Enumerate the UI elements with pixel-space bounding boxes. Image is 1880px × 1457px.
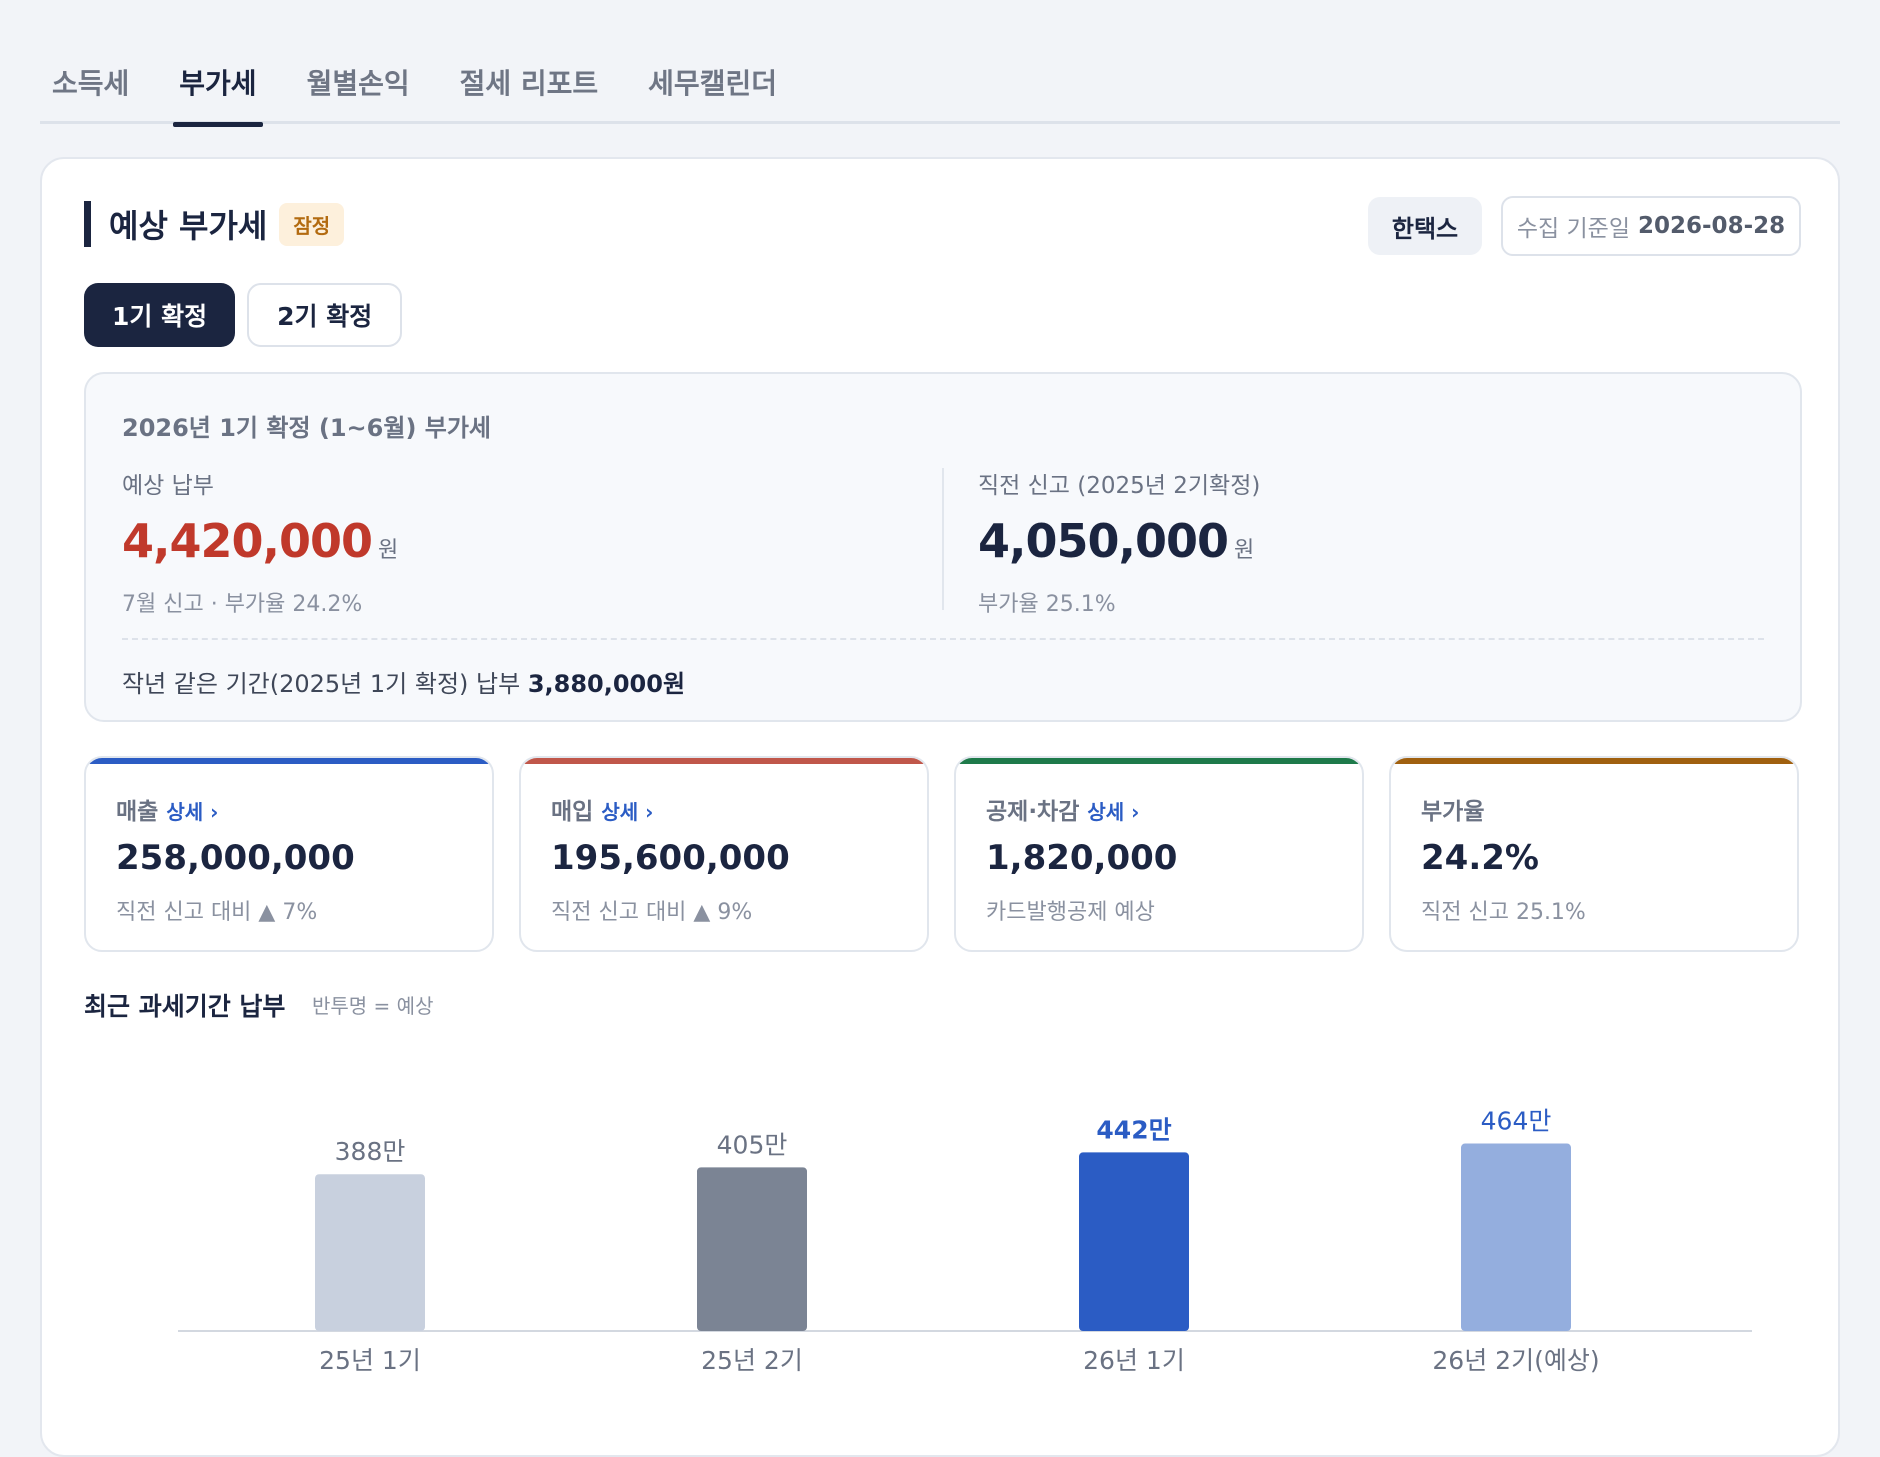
tab-bar: 소득세 부가세 월별손익 절세 리포트 세무캘린더	[40, 52, 1840, 127]
chart-title: 최근 과세기간 납부	[84, 992, 286, 1021]
tab-tax-calendar[interactable]: 세무캘린더	[648, 67, 777, 100]
metric-label: 부가율	[1421, 799, 1485, 825]
metric-accent	[86, 758, 492, 764]
tab-monthly-pnl[interactable]: 월별손익	[306, 67, 410, 100]
chart-category-label: 25년 1기	[319, 1346, 421, 1375]
base-date-label: 수집 기준일	[1516, 216, 1630, 242]
last-year-comparison: 작년 같은 기간(2025년 1기 확정) 납부 3,880,000원	[122, 664, 685, 699]
expected-amount: 4,420,000	[122, 514, 373, 568]
tab-income-tax[interactable]: 소득세	[52, 67, 130, 100]
previous-label: 직전 신고 (2025년 2기확정)	[978, 473, 1261, 499]
chart-bar	[315, 1174, 425, 1331]
chart-value-label: 388만	[335, 1137, 406, 1166]
expected-unit: 원	[378, 538, 399, 563]
dashed-divider	[122, 638, 1764, 640]
metric-sub: 직전 신고 25.1%	[1421, 900, 1586, 925]
metric-card-sales: 매출 상세 › 258,000,000 직전 신고 대비 ▲ 7%	[84, 756, 494, 952]
period-second-button[interactable]: 2기 확정	[247, 283, 403, 347]
metric-value: 1,820,000	[986, 838, 1178, 878]
tab-vat[interactable]: 부가세	[167, 52, 268, 127]
summary-panel: 2026년 1기 확정 (1~6월) 부가세 예상 납부 4,420,000 원…	[84, 372, 1802, 722]
period-first-button[interactable]: 1기 확정	[84, 283, 236, 347]
purchase-detail-link[interactable]: 상세 ›	[601, 800, 654, 824]
last-year-text: 작년 같은 기간(2025년 1기 확정) 납부	[122, 670, 521, 698]
chart-bar	[1461, 1143, 1571, 1331]
chart-category-label: 26년 2기(예상)	[1432, 1346, 1599, 1375]
sales-detail-link[interactable]: 상세 ›	[166, 800, 219, 824]
tab-tax-saving-report[interactable]: 절세 리포트	[459, 67, 599, 100]
metric-value: 195,600,000	[551, 838, 790, 878]
page-title: 예상 부가세	[109, 207, 268, 245]
chart-bar	[1079, 1152, 1189, 1331]
metric-sub: 카드발행공제 예상	[986, 900, 1155, 925]
metric-card-purchase: 매입 상세 › 195,600,000 직전 신고 대비 ▲ 9%	[519, 756, 929, 952]
previous-filing: 직전 신고 (2025년 2기확정) 4,050,000 원 부가율 25.1%	[978, 466, 1260, 618]
expected-payment: 예상 납부 4,420,000 원 7월 신고 · 부가율 24.2%	[122, 466, 398, 618]
deduction-detail-link[interactable]: 상세 ›	[1087, 800, 1140, 824]
metric-card-vat-ratio: 부가율 24.2% 직전 신고 25.1%	[1389, 756, 1799, 952]
expected-label: 예상 납부	[122, 473, 214, 499]
metric-label: 공제·차감	[986, 799, 1080, 825]
metric-accent	[521, 758, 927, 764]
metric-accent	[1391, 758, 1797, 764]
metric-accent	[956, 758, 1362, 764]
chart-value-label: 442만	[1096, 1115, 1171, 1144]
metric-sub: 직전 신고 대비 ▲ 9%	[551, 900, 753, 925]
metric-label: 매입	[551, 799, 594, 825]
metric-card-deduction: 공제·차감 상세 › 1,820,000 카드발행공제 예상	[954, 756, 1364, 952]
summary-title: 2026년 1기 확정 (1~6월) 부가세	[122, 414, 492, 442]
metric-value: 24.2%	[1421, 838, 1539, 878]
chart-note: 반투명 = 예상	[312, 994, 434, 1018]
chart-category-label: 25년 2기	[701, 1346, 803, 1375]
hometax-button[interactable]: 한택스	[1368, 197, 1482, 255]
chart-bar	[697, 1167, 807, 1331]
status-badge: 잠정	[279, 202, 345, 246]
chart-value-label: 405만	[717, 1130, 788, 1159]
period-selector: 1기 확정 2기 확정	[84, 283, 403, 347]
chart-value-label: 464만	[1481, 1107, 1552, 1136]
last-year-amount: 3,880,000원	[527, 670, 686, 698]
title-accent-bar	[84, 201, 91, 247]
base-date-chip: 수집 기준일 2026-08-28	[1501, 196, 1801, 256]
summary-divider	[942, 468, 944, 610]
metric-value: 258,000,000	[116, 838, 355, 878]
base-date-value: 2026-08-28	[1638, 213, 1786, 239]
card-header: 예상 부가세 잠정	[84, 201, 345, 247]
previous-unit: 원	[1234, 538, 1255, 563]
metric-sub: 직전 신고 대비 ▲ 7%	[116, 900, 318, 925]
expected-note: 7월 신고 · 부가율 24.2%	[122, 592, 363, 617]
previous-note: 부가율 25.1%	[978, 592, 1116, 617]
chart-category-label: 26년 1기	[1083, 1346, 1185, 1375]
metric-label: 매출	[116, 799, 159, 825]
previous-amount: 4,050,000	[978, 514, 1229, 568]
payment-bar-chart: 388만 25년 1기 405만 25년 2기 442만 26년 1기 464만 26년 2기…	[178, 1107, 1752, 1375]
vat-card: 예상 부가세 잠정 한택스 수집 기준일 2026-08-28 1기 확정 2기…	[40, 157, 1840, 1457]
